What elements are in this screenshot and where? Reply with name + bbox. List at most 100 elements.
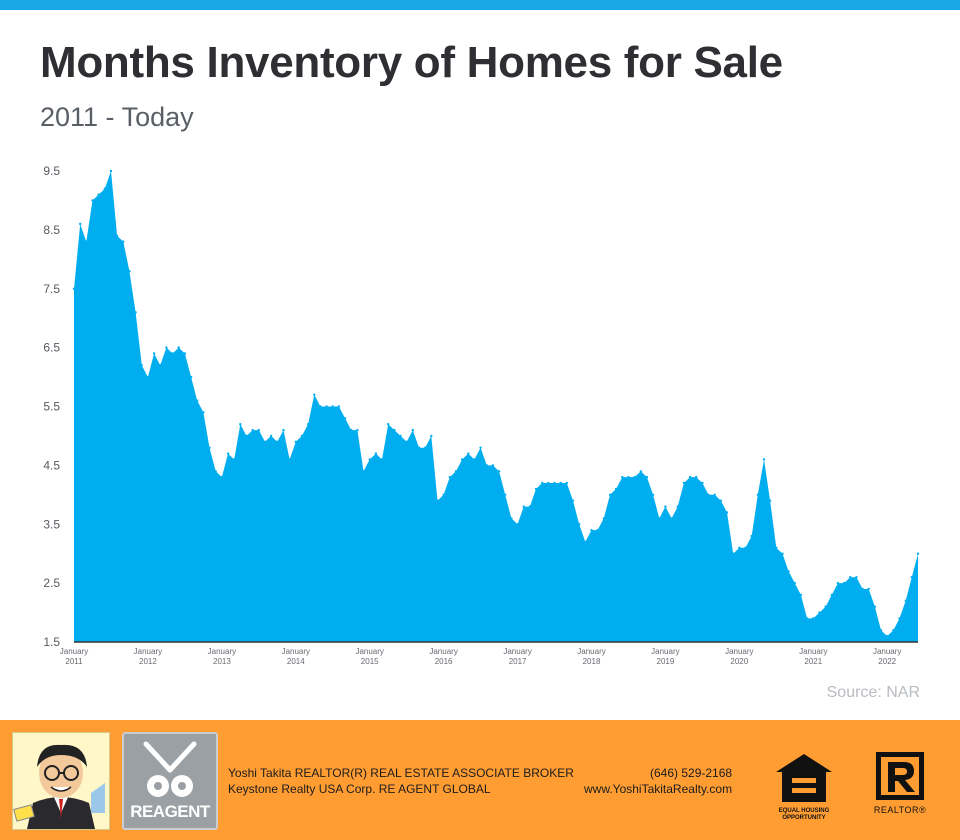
data-point	[91, 199, 94, 202]
data-point	[103, 187, 107, 190]
data-point	[670, 517, 673, 520]
data-point	[744, 546, 747, 549]
y-axis-labels: 1.5 2.5 3.5 4.5 5.5 6.5 7.5 8.5 9.5	[43, 164, 60, 649]
y-tick-label: 4.5	[43, 458, 60, 472]
data-point	[608, 493, 612, 496]
y-tick-label: 5.5	[43, 400, 60, 414]
data-point	[380, 458, 384, 461]
y-tick-label: 3.5	[43, 517, 60, 531]
data-point	[504, 493, 507, 496]
data-point	[269, 434, 273, 438]
data-point	[658, 517, 661, 520]
x-tick-month: January	[134, 647, 162, 656]
data-point	[109, 169, 113, 173]
data-point	[639, 470, 642, 473]
x-tick-month: January	[355, 647, 383, 656]
data-point	[313, 393, 316, 396]
data-point	[79, 222, 82, 226]
data-point	[762, 458, 766, 461]
data-point	[331, 405, 334, 408]
agent-website-link[interactable]: www.YoshiTakitaRealty.com	[584, 782, 733, 796]
data-point	[393, 428, 396, 432]
data-point	[898, 617, 901, 620]
data-point	[245, 434, 248, 438]
data-point	[707, 493, 710, 496]
data-point	[460, 458, 464, 461]
data-point	[818, 611, 821, 614]
realtor-label: REALTOR®	[873, 805, 927, 815]
data-point	[159, 364, 162, 367]
data-point	[202, 411, 205, 414]
data-point	[146, 375, 150, 379]
data-point	[799, 593, 803, 597]
data-point	[233, 458, 236, 461]
data-point	[448, 475, 451, 479]
data-point	[787, 570, 790, 573]
data-point	[676, 505, 679, 508]
source-note: Source: NAR	[826, 684, 920, 701]
agent-name-line: Yoshi Takita REALTOR(R) REAL ESTATE ASSO…	[228, 766, 574, 780]
data-point	[541, 481, 544, 485]
x-tick-month: January	[651, 647, 679, 656]
data-point	[251, 428, 254, 432]
x-tick-year: 2011	[65, 657, 83, 666]
data-point	[399, 434, 402, 438]
data-point	[584, 540, 587, 544]
data-point	[171, 352, 174, 355]
x-tick-year: 2019	[657, 657, 675, 666]
data-point	[491, 464, 495, 467]
data-point	[621, 475, 624, 479]
agent-avatar	[12, 732, 110, 830]
data-point	[282, 428, 285, 432]
data-point	[294, 440, 297, 443]
page-title: Months Inventory of Homes for Sale	[40, 38, 783, 87]
x-tick-month: January	[429, 647, 457, 656]
data-point	[651, 493, 655, 496]
data-point	[713, 493, 716, 496]
data-point	[590, 528, 593, 532]
data-point	[510, 517, 513, 520]
x-tick-month: January	[282, 647, 310, 656]
data-point	[454, 470, 458, 473]
data-point	[430, 434, 433, 438]
data-point	[910, 576, 913, 579]
data-point	[578, 523, 581, 526]
data-point	[842, 581, 846, 585]
y-tick-label: 2.5	[43, 576, 60, 590]
data-point	[165, 346, 168, 349]
data-point	[152, 352, 156, 355]
x-tick-month: January	[725, 647, 753, 656]
data-point	[239, 423, 242, 426]
data-point	[596, 528, 599, 532]
data-point	[183, 352, 187, 355]
data-point	[128, 269, 131, 273]
x-tick-month: January	[60, 647, 88, 656]
equal-housing-label: EQUAL HOUSING OPPORTUNITY	[778, 808, 830, 821]
data-point	[436, 499, 439, 502]
data-point	[85, 240, 88, 243]
data-point	[263, 440, 267, 443]
agent-phone: (646) 529-2168	[650, 766, 733, 780]
data-point	[756, 493, 759, 496]
data-point	[824, 605, 827, 608]
data-point	[226, 452, 230, 455]
equal-housing-logo: EQUAL HOUSING OPPORTUNITY	[772, 750, 836, 830]
data-point	[189, 375, 193, 379]
data-point	[682, 481, 686, 485]
inventory-area-chart: 1.52.53.54.55.56.57.58.59.5 January2011J…	[43, 164, 920, 666]
x-tick-month: January	[873, 647, 901, 656]
data-point	[879, 629, 883, 632]
data-point	[356, 428, 359, 432]
data-point	[571, 499, 575, 502]
data-point	[534, 487, 538, 491]
data-point	[374, 452, 378, 455]
data-point	[140, 364, 143, 367]
data-point	[627, 475, 630, 479]
data-point	[325, 405, 328, 408]
data-point	[134, 311, 137, 314]
data-point	[300, 434, 304, 438]
data-point	[738, 546, 741, 549]
data-point	[442, 493, 445, 496]
data-point	[72, 287, 76, 290]
data-point	[904, 599, 907, 602]
